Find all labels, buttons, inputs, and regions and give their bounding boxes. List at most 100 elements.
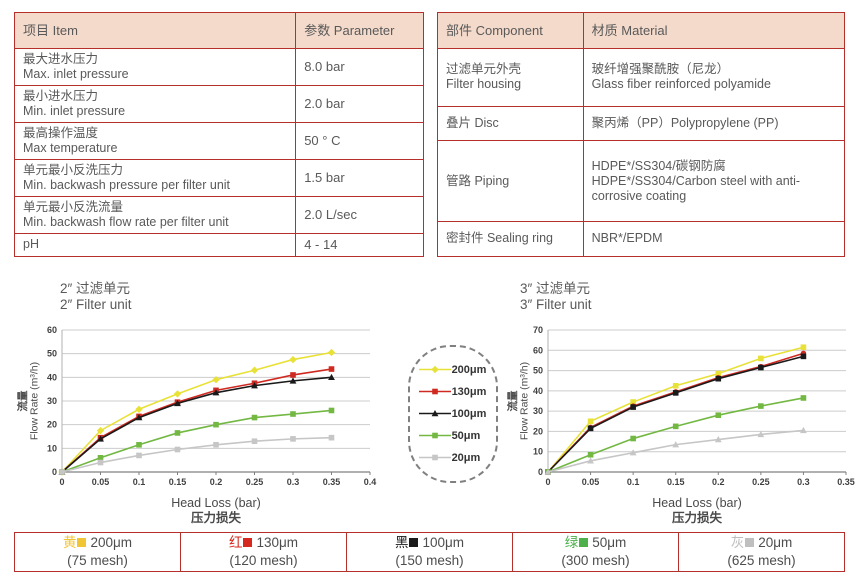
marker-square (758, 403, 764, 410)
x-tick-label: 0.35 (323, 477, 341, 487)
marker-diamond (430, 365, 439, 374)
y-tick-label: 10 (533, 447, 543, 457)
table-row: 叠片 Disc 聚丙烯（PP）Polypropylene (PP) (437, 105, 846, 142)
marker-triangle (135, 414, 143, 421)
marker-diamond (289, 356, 297, 364)
material-header-material: 材质 Material (582, 12, 846, 49)
x-tick-label: 0.1 (627, 477, 640, 487)
marker-square (328, 408, 335, 414)
y-tick-label: 0 (538, 467, 543, 477)
mesh-label: (300 mesh) (561, 552, 630, 568)
xaxis-label-2in-cn: 压力损失 (190, 511, 241, 526)
table-row: 单元最小反洗流量 Min. backwash flow rate per filt… (13, 196, 424, 234)
marker-square (715, 371, 722, 377)
x-tick-label: 0.05 (92, 477, 110, 487)
color-swatch (243, 538, 253, 548)
marker-square (213, 422, 219, 428)
table-row: 最大进水压力 Max. inlet pressure 8.0 bar (13, 48, 424, 86)
color-name: 绿 (564, 535, 579, 551)
legend-cell-line1: 黑 100μm (347, 534, 512, 552)
spec-item-line: 最小进水压力 (23, 89, 99, 103)
marker-triangle (587, 457, 594, 464)
table-row: 过滤单元外壳 Filter housing 玻纤增强聚酰胺（尼龙） Glass fib… (437, 48, 846, 107)
material-component-cell: 叠片 Disc (437, 105, 584, 142)
table-row: 管路 Piping HDPE*/SS304/碳钢防腐 HDPE*/SS304/Car… (437, 140, 846, 223)
legend-cell-line1: 灰 20μm (679, 534, 844, 552)
marker-square (328, 435, 335, 441)
marker-diamond (327, 349, 336, 357)
marker-triangle (431, 410, 438, 417)
marker-triangle (212, 389, 220, 396)
x-tick-label: 0.05 (582, 477, 600, 487)
table-row: 最小进水压力 Min. inlet pressure 2.0 bar (13, 85, 424, 123)
spec-item-line: 最高操作温度 (23, 126, 99, 140)
y-axis-label: 流量Flow Rate (m³/h) (506, 362, 531, 440)
legend-marker (418, 388, 451, 395)
material-component-cell: 密封件 Sealing ring (437, 221, 584, 257)
series-line-100μm (547, 355, 804, 473)
spec-item-cell: 单元最小反洗流量 Min. backwash flow rate per filt… (13, 196, 297, 234)
legend-cell: 灰 20μm (625 mesh) (678, 532, 845, 572)
marker-square (97, 455, 104, 461)
legend-cell-line1: 黄 200μm (15, 534, 180, 552)
spec-item-line: Min. inlet pressure (23, 104, 126, 118)
marker-square (587, 452, 594, 458)
spec-value-cell: 2.0 bar (295, 85, 424, 123)
tables-row: 项目 Item 参数 Parameter 最大进水压力 Max. inlet pr… (13, 12, 846, 257)
y-tick-label: 40 (47, 373, 57, 383)
spec-item-cell: 最小进水压力 Min. inlet pressure (13, 85, 297, 123)
marker-triangle (544, 468, 552, 476)
y-tick-label: 0 (52, 467, 57, 477)
spec-header-item: 项目 Item (13, 12, 297, 49)
series-line-200μm (61, 352, 332, 473)
marker-square (251, 438, 258, 445)
size-label: 20μm (758, 535, 793, 551)
bottom-legend: 黄 200μm (75 mesh) 红 130μm (120 mesh) 黑 100μm (15… (14, 532, 845, 572)
color-swatch (77, 538, 87, 548)
color-name: 红 (228, 535, 243, 551)
series-line-20μm (547, 429, 804, 474)
color-key-row: 黄 200μm (75 mesh) 红 130μm (120 mesh) 黑 100μm (15… (14, 532, 845, 572)
color-swatch (409, 538, 419, 548)
marker-square (800, 395, 807, 402)
legend-cell: 黄 200μm (75 mesh) (14, 532, 181, 572)
spec-value-cell: 2.0 L/sec (295, 196, 424, 234)
color-name: 黑 (394, 535, 409, 551)
marker-triangle (328, 374, 335, 381)
legend-wrap: 200μm 130μm 100μm 50μm 20μm (402, 281, 504, 527)
legend-item-label: 20μm (451, 451, 481, 464)
legend-item: 200μm (418, 364, 486, 376)
marker-triangle (757, 431, 765, 438)
flow-chart-3in: 0 10 20 30 40 50 60 70 0 0.05 0.1 0.15 0.2 0.25 0.3 0.3… (506, 325, 855, 487)
marker-square (672, 390, 679, 397)
marker-diamond (135, 405, 143, 414)
marker-triangle (672, 441, 680, 448)
legend-cell-line1: 绿 50μm (513, 534, 678, 552)
legend-marker (418, 432, 451, 439)
material-material-cell: HDPE*/SS304/碳钢防腐 HDPE*/SS304/Carbon steel… (582, 140, 846, 223)
material-material-cell: 聚丙烯（PP）Polypropylene (PP) (582, 105, 846, 142)
chart-title-3in-cn: 3″ 过滤单元 (520, 280, 591, 296)
material-material-cell: NBR*/EPDM (582, 221, 846, 257)
chart-block-3in: 3″ 过滤单元 3″ Filter unit 0 10 20 30 40 50 60 70 0 0… (504, 281, 857, 527)
legend-marker (418, 365, 451, 374)
marker-square (431, 454, 438, 461)
chart-block-2in: 2″ 过滤单元 2″ Filter unit 0 10 20 30 40 50 60 0 0.0… (14, 281, 402, 527)
y-tick-label: 50 (533, 366, 543, 376)
chart-title-3in-en: 3″ Filter unit (520, 297, 592, 313)
legend-marker (418, 410, 451, 417)
legend-item-label: 130μm (451, 385, 487, 398)
material-line: NBR*/EPDM (591, 231, 663, 246)
spec-item-cell: 单元最小反洗压力 Min. backwash pressure per filte… (13, 159, 297, 197)
marker-triangle (800, 427, 807, 434)
x-tick-label: 0.35 (837, 477, 855, 487)
legend-cell: 黑 100μm (150 mesh) (346, 532, 513, 572)
series-line-50μm (547, 397, 804, 474)
table-row: pH 4 - 14 (13, 233, 424, 257)
series-line-100μm (61, 376, 332, 473)
spec-item-cell: 最高操作温度 Max temperature (13, 122, 297, 160)
x-tick-label: 0 (59, 477, 64, 487)
spec-item-line: Max temperature (23, 141, 118, 155)
legend-item-label: 50μm (451, 429, 481, 442)
marker-square (174, 430, 181, 437)
